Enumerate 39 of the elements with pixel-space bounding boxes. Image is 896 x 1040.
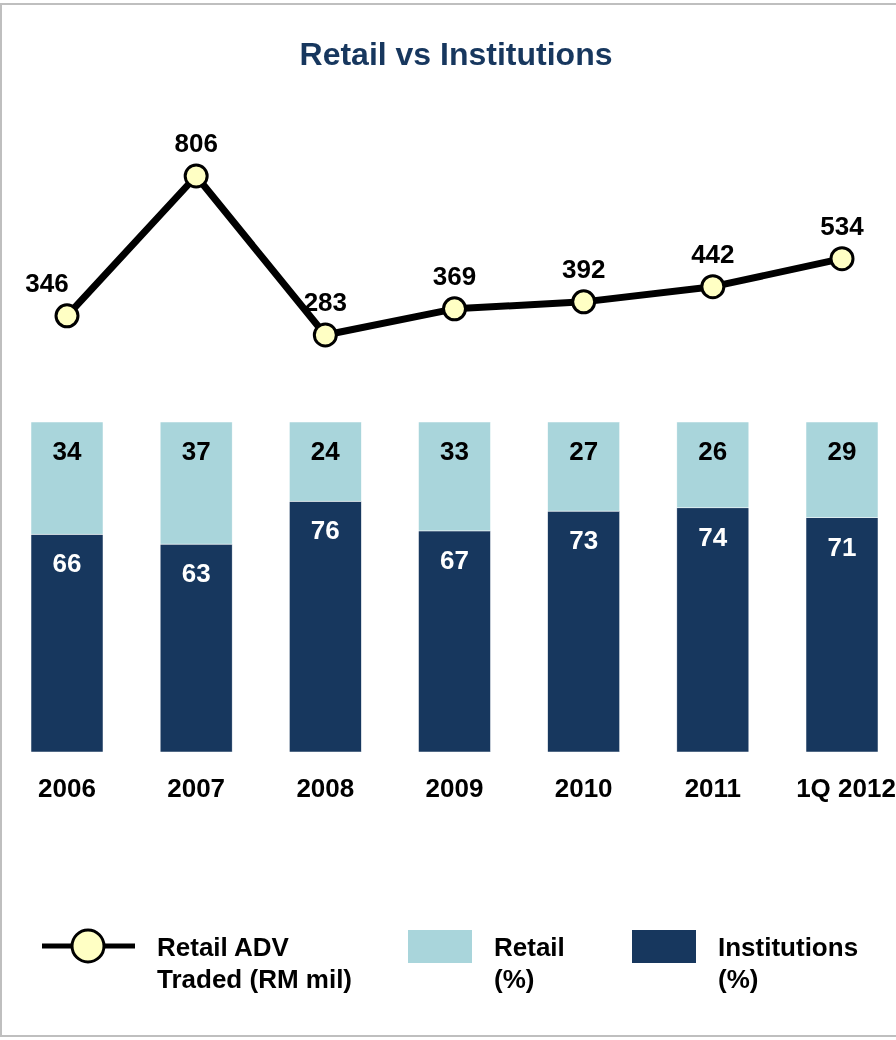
data-label: 66 [52,548,82,579]
data-label: 63 [181,558,211,589]
point [700,274,726,300]
x-tick-label: 2009 [425,773,484,803]
x-tick-label: 2011 [684,773,742,803]
point [183,163,209,189]
x-tick-label: 2010 [554,773,613,803]
data-label: 29 [827,436,857,466]
point [312,322,338,348]
x-tick-label: 2008 [296,773,355,803]
data-label: 24 [310,436,341,466]
point [442,296,467,322]
x-tick-label: 2006 [38,773,96,803]
data-label: 442 [691,238,735,269]
point [571,289,597,315]
data-label: 392 [561,253,606,284]
data-label: 534 [820,210,865,241]
data-label: 73 [569,525,599,556]
point [54,303,80,329]
data-label: 806 [174,128,218,158]
legend-label: Retail ADV Traded (RM mil) [157,932,353,994]
data-label: 33 [440,436,469,466]
x-tick-label: 2007 [167,773,226,803]
data-label: 71 [827,531,857,562]
x-tick-label: 1Q 2012 [796,773,896,803]
data-label: 283 [303,287,348,317]
data-label: 37 [181,436,211,466]
legend-label: Retail (%) [494,932,565,994]
data-label: 34 [52,436,82,466]
point [829,246,855,272]
data-label: 76 [310,515,340,546]
data-label: 26 [698,436,728,466]
chart-title: Retail vs Institutions [299,36,613,72]
data-label: 67 [440,544,469,575]
data-label: 74 [698,521,728,552]
data-label: 369 [432,260,477,291]
legend-label: Institutions (%) [718,932,859,994]
data-label: 346 [25,267,69,298]
data-label: 27 [569,436,599,466]
